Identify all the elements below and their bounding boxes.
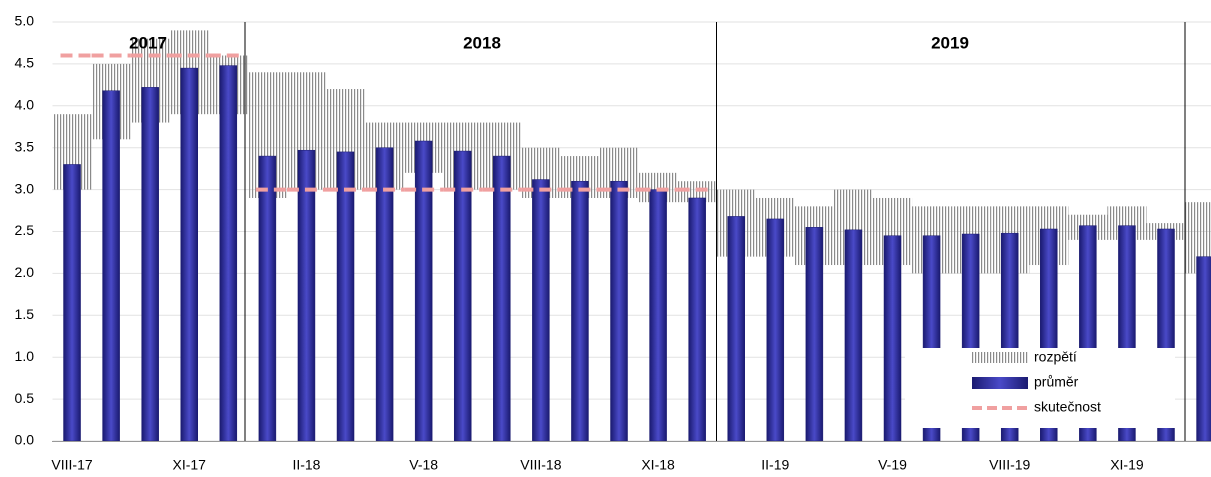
y-tick-label: 0.5 xyxy=(15,390,35,406)
legend-box xyxy=(905,348,1175,428)
bar xyxy=(688,197,706,442)
y-tick-label: 1.0 xyxy=(15,348,35,364)
bar xyxy=(219,65,238,442)
y-tick-label: 3.0 xyxy=(15,180,35,196)
bar xyxy=(610,180,628,442)
y-tick-label: 1.5 xyxy=(15,306,35,322)
x-tick-label: II-18 xyxy=(292,457,320,473)
bar xyxy=(258,155,277,442)
y-tick-label: 2.0 xyxy=(15,264,35,280)
bar xyxy=(727,216,745,442)
legend-swatch xyxy=(972,377,1028,389)
y-tick-label: 2.5 xyxy=(15,222,35,238)
bar xyxy=(766,218,785,442)
bar xyxy=(883,235,902,442)
range-band xyxy=(677,181,717,203)
x-tick-label: XI-17 xyxy=(173,457,207,473)
bar xyxy=(375,147,394,442)
bar xyxy=(102,90,120,442)
x-tick-label: II-19 xyxy=(761,457,789,473)
x-tick-label: VIII-19 xyxy=(989,457,1030,473)
legend: rozpětí průměr skutečnost xyxy=(905,348,1175,428)
year-label: 2018 xyxy=(463,33,501,52)
legend-label: rozpětí xyxy=(1034,349,1077,365)
bar xyxy=(805,227,824,442)
legend-label: průměr xyxy=(1034,374,1079,390)
bar xyxy=(453,150,472,442)
bar xyxy=(141,87,159,442)
bar xyxy=(493,155,511,442)
y-tick-label: 4.5 xyxy=(15,55,35,71)
year-label: 2019 xyxy=(931,33,969,52)
bar xyxy=(844,229,863,442)
x-tick-label: VIII-18 xyxy=(520,457,561,473)
bar xyxy=(1196,256,1211,442)
bar xyxy=(297,149,316,442)
bar xyxy=(63,164,81,442)
legend-label: skutečnost xyxy=(1034,399,1101,415)
y-tick-label: 4.0 xyxy=(15,97,35,113)
bar xyxy=(180,67,198,442)
year-label: 2017 xyxy=(129,33,167,52)
x-tick-label: XI-19 xyxy=(1110,457,1144,473)
bar xyxy=(571,180,589,442)
x-tick-label: V-19 xyxy=(878,457,907,473)
y-tick-label: 3.5 xyxy=(15,138,35,154)
bar xyxy=(532,179,550,442)
y-tick-label: 5.0 xyxy=(15,13,35,29)
y-tick-label: 0.0 xyxy=(15,432,35,448)
x-tick-label: V-18 xyxy=(409,457,438,473)
x-tick-label: VIII-17 xyxy=(51,457,92,473)
bar xyxy=(414,140,433,442)
bar xyxy=(649,189,667,442)
bar xyxy=(336,151,355,442)
x-tick-label: XI-18 xyxy=(641,457,675,473)
legend-swatch xyxy=(972,352,1028,363)
